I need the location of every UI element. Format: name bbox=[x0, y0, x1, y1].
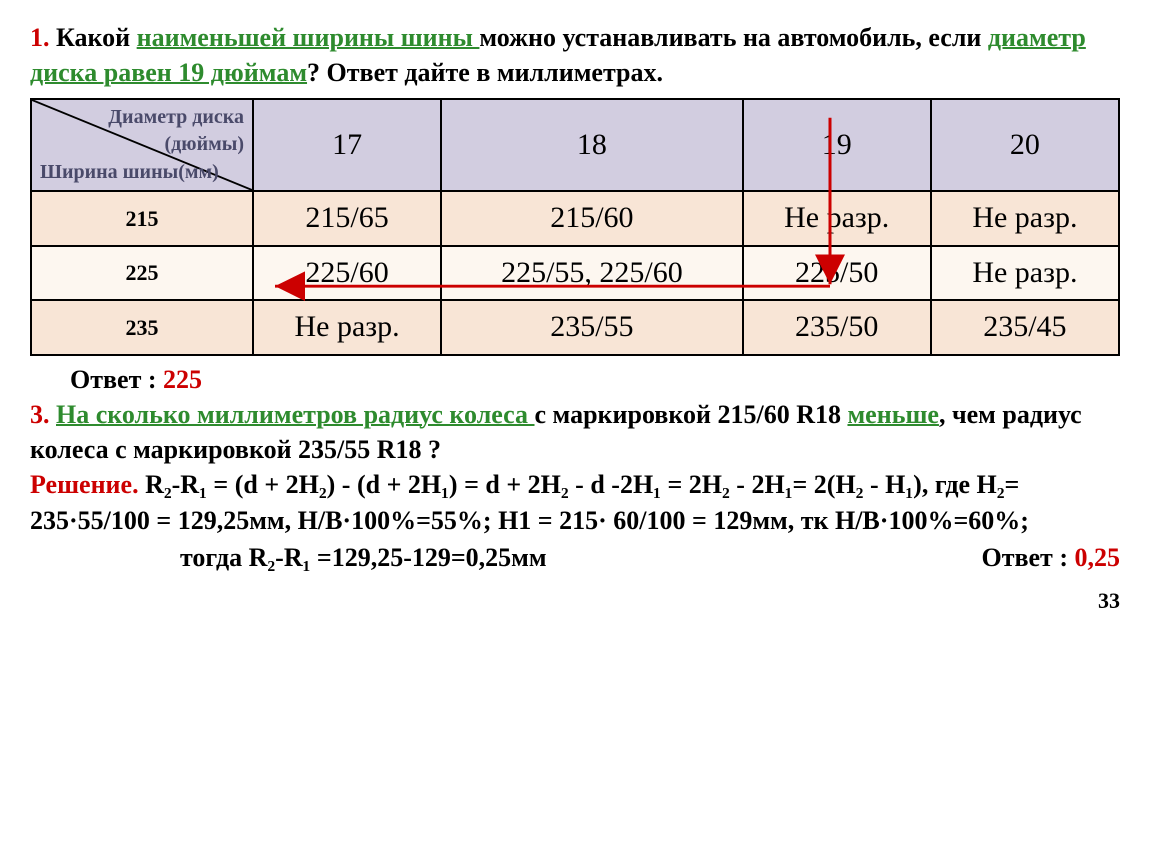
cell: 225/50 bbox=[743, 246, 931, 301]
cell: 215/60 bbox=[441, 191, 742, 246]
p3-mid1: с маркировкой 215/60 R18 bbox=[535, 400, 848, 429]
problem-3-number: 3. bbox=[30, 400, 50, 429]
cell: Не разр. bbox=[931, 246, 1119, 301]
problem-1-number: 1. bbox=[30, 23, 50, 52]
col-19: 19 bbox=[743, 99, 931, 191]
cell: Не разр. bbox=[253, 300, 441, 355]
cell: Не разр. bbox=[743, 191, 931, 246]
solution-block: Решение. R₂-R₁ = (d + 2H₂) - (d + 2H₁) =… bbox=[30, 467, 1120, 576]
tire-table: Диаметр диска (дюймы) Ширина шины(мм) 17… bbox=[30, 98, 1120, 356]
table-row: 215 215/65 215/60 Не разр. Не разр. bbox=[31, 191, 1119, 246]
cell: 235/50 bbox=[743, 300, 931, 355]
diag-bot-label: Ширина шины(мм) bbox=[40, 159, 219, 186]
cell: Не разр. bbox=[931, 191, 1119, 246]
cell: 235/45 bbox=[931, 300, 1119, 355]
diag-top-label: Диаметр диска (дюймы) bbox=[32, 104, 244, 158]
solution-label: Решение. bbox=[30, 470, 139, 499]
answer-3-value: 0,25 bbox=[1075, 543, 1121, 572]
tire-table-container: Диаметр диска (дюймы) Ширина шины(мм) 17… bbox=[30, 98, 1120, 356]
cell: 235/55 bbox=[441, 300, 742, 355]
page-number: 33 bbox=[30, 586, 1120, 616]
p1-tail: ? Ответ дайте в миллиметрах. bbox=[307, 58, 663, 87]
answer-1-label: Ответ : bbox=[70, 365, 163, 394]
p1-mid1: можно устанавливать на автомобиль, если bbox=[479, 23, 987, 52]
col-20: 20 bbox=[931, 99, 1119, 191]
row-width: 215 bbox=[31, 191, 253, 246]
solution-line2: тогда R₂-R₁ =129,25-129=0,25мм bbox=[30, 540, 547, 576]
cell: 215/65 bbox=[253, 191, 441, 246]
p3-green2: меньше bbox=[847, 400, 938, 429]
answer-1-value: 225 bbox=[163, 365, 202, 394]
problem-3-text: 3. На сколько миллиметров радиус колеса … bbox=[30, 397, 1120, 467]
answer-3-label: Ответ : bbox=[981, 543, 1074, 572]
p1-pre: Какой bbox=[50, 23, 137, 52]
answer-1: Ответ : 225 bbox=[30, 362, 1120, 397]
diagonal-cell: Диаметр диска (дюймы) Ширина шины(мм) bbox=[31, 99, 253, 191]
p1-green1: наименьшей ширины шины bbox=[137, 23, 480, 52]
row-width: 225 bbox=[31, 246, 253, 301]
cell: 225/55, 225/60 bbox=[441, 246, 742, 301]
p3-green1: На сколько миллиметров радиус колеса bbox=[56, 400, 535, 429]
solution-line1: R₂-R₁ = (d + 2H₂) - (d + 2H₁) = d + 2H₂ … bbox=[30, 470, 1029, 535]
row-width: 235 bbox=[31, 300, 253, 355]
table-header-row: Диаметр диска (дюймы) Ширина шины(мм) 17… bbox=[31, 99, 1119, 191]
cell: 225/60 bbox=[253, 246, 441, 301]
table-row: 225 225/60 225/55, 225/60 225/50 Не разр… bbox=[31, 246, 1119, 301]
table-row: 235 Не разр. 235/55 235/50 235/45 bbox=[31, 300, 1119, 355]
col-17: 17 bbox=[253, 99, 441, 191]
col-18: 18 bbox=[441, 99, 742, 191]
answer-3: Ответ : 0,25 bbox=[981, 540, 1120, 576]
problem-1-text: 1. Какой наименьшей ширины шины можно ус… bbox=[30, 20, 1120, 90]
